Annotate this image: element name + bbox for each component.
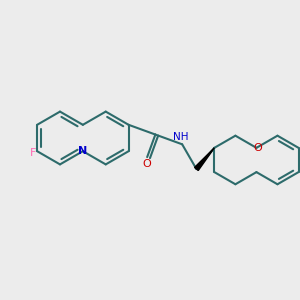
Text: O: O [143,159,152,169]
Text: F: F [29,148,36,158]
Text: NH: NH [173,132,188,142]
Polygon shape [195,148,214,170]
Text: O: O [254,143,262,153]
Text: N: N [78,146,88,156]
